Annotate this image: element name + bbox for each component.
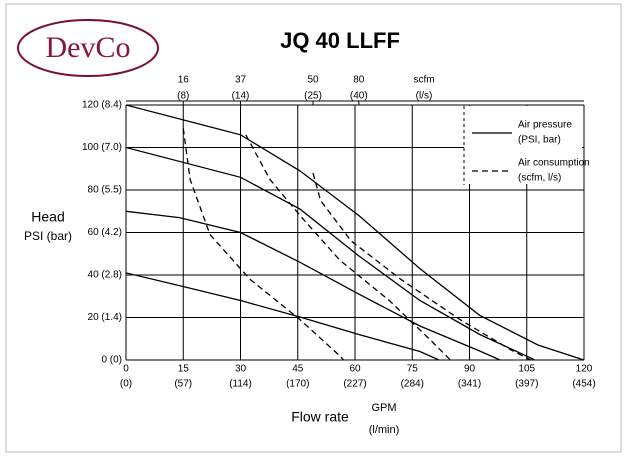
x-tick-label: 105 <box>518 364 535 375</box>
x-tick-label-secondary: (0) <box>120 379 132 390</box>
x2-tick-label-secondary: (8) <box>177 91 189 102</box>
logo-oval <box>17 19 159 77</box>
x2-axis-label: scfm <box>413 75 434 86</box>
x-tick-label-secondary: (341) <box>458 379 481 390</box>
x-tick-label-secondary: (227) <box>343 379 366 390</box>
frame <box>5 3 622 453</box>
x2-tick-label: 50 <box>307 75 319 86</box>
x-axis-label: Flow rate <box>291 409 349 425</box>
y-tick-label: 0 (0) <box>101 355 122 366</box>
x-tick-label: 0 <box>123 364 129 375</box>
y-axis-label: Head <box>31 209 64 225</box>
legend-sublabel: (scfm, l/s) <box>518 173 561 184</box>
legend-label: Air pressure <box>518 120 572 131</box>
y-tick-label: 20 (1.4) <box>88 312 122 323</box>
y-tick-label: 100 (7.0) <box>82 142 122 153</box>
chart-title: JQ 40 LLFF <box>280 28 400 53</box>
y-axis-unit: PSI (bar) <box>24 229 72 243</box>
series-line <box>125 146 535 361</box>
x2-tick-label-secondary: (14) <box>232 91 250 102</box>
x-tick-label: 75 <box>407 364 419 375</box>
x-tick-label: 30 <box>235 364 247 375</box>
x-tick-label: 60 <box>349 364 361 375</box>
y-tick-label: 80 (5.5) <box>88 185 122 196</box>
x2-axis-unit: (l/s) <box>416 91 433 102</box>
x-tick-label: 90 <box>464 364 476 375</box>
legend-sublabel: (PSI, bar) <box>518 135 561 146</box>
logo: DevCo <box>46 31 131 64</box>
x2-tick-label: 37 <box>235 75 247 86</box>
x2-tick-label-secondary: (40) <box>350 91 368 102</box>
x2-tick-label: 80 <box>353 75 365 86</box>
series-line <box>125 272 440 361</box>
series-line <box>312 172 531 361</box>
y-tick-label: 40 (2.8) <box>88 270 122 281</box>
x-tick-label-secondary: (454) <box>572 379 595 390</box>
x-axis-unit: (l/min) <box>369 424 400 436</box>
y-tick-label: 120 (8.4) <box>82 100 122 111</box>
x-axis-unit: GPM <box>371 402 396 414</box>
x-tick-label-secondary: (170) <box>286 379 309 390</box>
series-line <box>125 104 585 361</box>
x-tick-label-secondary: (57) <box>174 379 192 390</box>
legend-label: Air consumption <box>518 158 590 169</box>
x-tick-label-secondary: (397) <box>515 379 538 390</box>
x-tick-label-secondary: (114) <box>229 379 252 390</box>
x2-tick-label: 16 <box>178 75 190 86</box>
x2-tick-label-secondary: (25) <box>304 91 322 102</box>
x-tick-label-secondary: (284) <box>401 379 424 390</box>
x-tick-label: 15 <box>178 364 190 375</box>
x-tick-label: 120 <box>576 364 593 375</box>
series-line <box>245 134 451 361</box>
series-line <box>125 210 501 361</box>
y-tick-label: 60 (4.2) <box>88 227 122 238</box>
series-line <box>182 128 344 361</box>
x-tick-label: 45 <box>292 364 304 375</box>
